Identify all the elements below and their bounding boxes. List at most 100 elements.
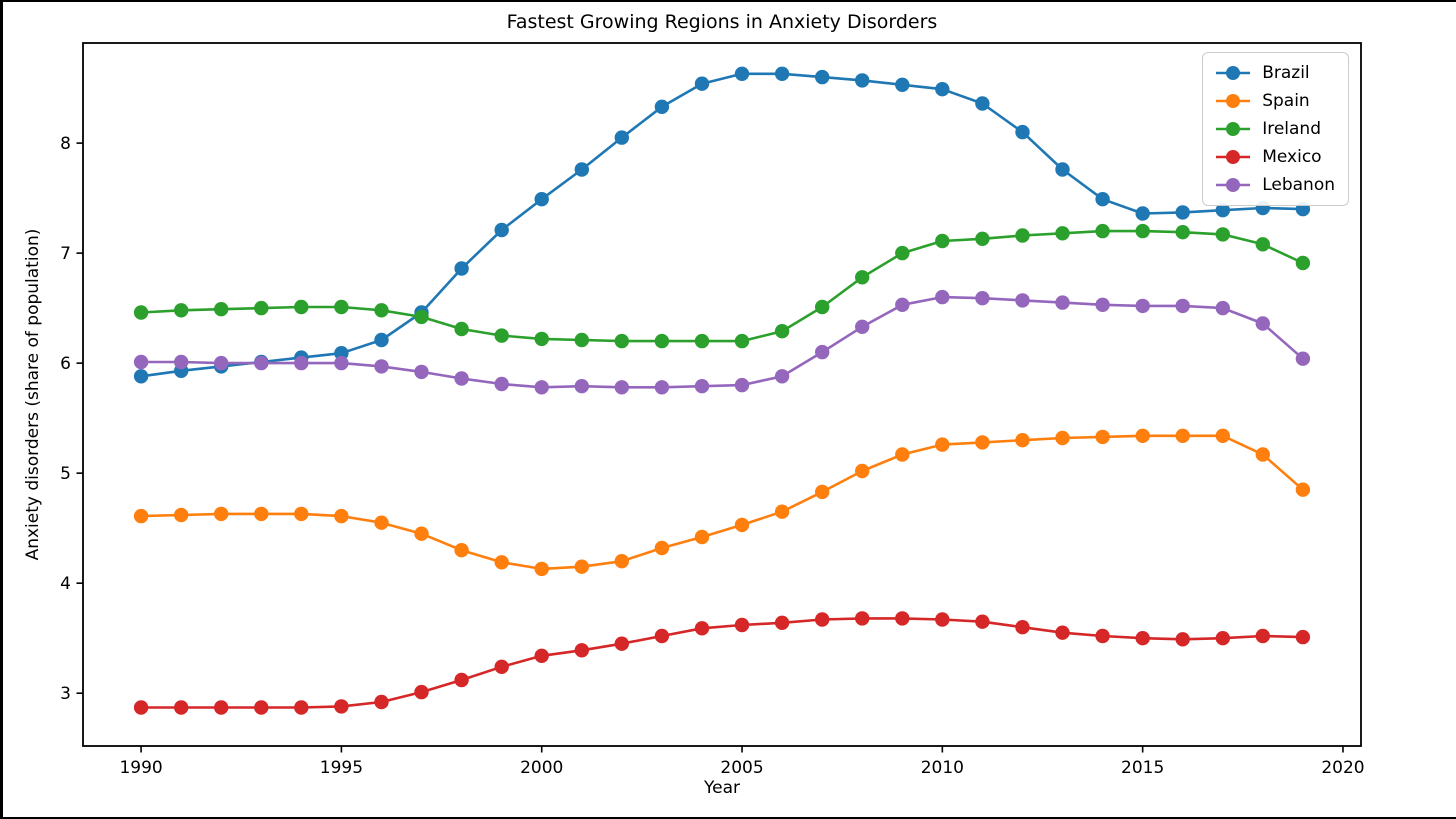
data-point-icon [855, 73, 870, 88]
data-point-icon [1295, 482, 1311, 497]
data-point-icon [654, 99, 670, 115]
data-point-icon [935, 437, 950, 452]
y-tick-label: 5 [60, 464, 71, 484]
y-tick-label: 4 [60, 574, 71, 594]
data-point-icon [1055, 162, 1070, 177]
data-point-icon [534, 380, 549, 395]
data-point-icon [334, 508, 349, 524]
data-point-icon [254, 300, 269, 316]
data-point-icon [534, 331, 549, 347]
data-point-icon [334, 699, 349, 714]
data-point-icon [174, 507, 189, 523]
data-point-icon [454, 672, 469, 688]
data-point-icon [1095, 628, 1110, 644]
data-point-icon [1095, 192, 1110, 207]
data-point-icon [1135, 206, 1150, 221]
legend-item-mexico: Mexico [1214, 146, 1335, 168]
x-tick-label: 2005 [720, 758, 763, 778]
data-point-icon [935, 289, 950, 305]
data-point-icon [734, 66, 750, 82]
series-line-brazil [139, 72, 1305, 378]
data-point-icon [774, 324, 790, 339]
data-point-icon [1215, 203, 1231, 218]
x-tick-label: 1990 [119, 758, 162, 778]
data-point-icon [975, 96, 990, 111]
data-point-icon [1215, 227, 1231, 242]
chart-title: Fastest Growing Regions in Anxiety Disor… [506, 11, 938, 33]
series-line-spain [139, 434, 1305, 571]
data-point-icon [374, 359, 389, 374]
data-point-icon [1255, 316, 1271, 331]
line-chart: 1990 1995 2000 2005 2010 2015 2020 3 4 5 6 7 8 [60, 42, 1365, 778]
data-point-icon [294, 355, 309, 371]
legend-marker-icon [1216, 94, 1251, 108]
data-point-icon [1135, 298, 1150, 314]
data-point-icon [975, 231, 990, 246]
data-point-icon [174, 700, 189, 715]
data-point-icon [895, 611, 910, 626]
data-point-icon [574, 332, 589, 348]
data-point-icon [855, 611, 870, 626]
y-tick-label: 3 [60, 684, 71, 704]
data-point-icon [734, 517, 750, 533]
data-point-icon [1175, 632, 1190, 647]
data-point-icon [214, 302, 229, 317]
data-point-icon [774, 66, 790, 82]
data-point-icon [815, 69, 830, 85]
data-point-icon [774, 615, 790, 630]
data-point-icon [895, 447, 910, 462]
data-point-icon [214, 700, 229, 715]
y-tick-label: 8 [60, 134, 71, 154]
legend: Brazil Spain Ireland Mexico Lebanon [1202, 52, 1349, 206]
data-point-icon [975, 291, 990, 306]
data-point-icon [614, 380, 629, 395]
x-tick-label: 2015 [1121, 758, 1164, 778]
y-tick-label: 7 [60, 244, 71, 264]
data-point-icon [574, 162, 589, 177]
data-point-icon [334, 355, 349, 371]
data-point-icon [1255, 447, 1271, 462]
legend-marker-icon [1216, 66, 1251, 80]
data-point-icon [975, 614, 990, 629]
data-point-icon [815, 612, 830, 627]
data-point-icon [254, 700, 269, 715]
data-point-icon [1175, 298, 1190, 314]
data-point-icon [654, 380, 670, 395]
data-point-icon [614, 554, 629, 569]
x-tick-label: 2010 [921, 758, 964, 778]
data-point-icon [414, 526, 429, 541]
legend-label: Mexico [1262, 147, 1322, 167]
data-point-icon [214, 506, 229, 522]
data-point-icon [855, 270, 870, 285]
data-point-icon [1175, 225, 1190, 240]
data-point-icon [975, 435, 990, 450]
data-point-icon [374, 694, 389, 710]
data-point-icon [614, 130, 629, 145]
legend-label: Lebanon [1262, 175, 1335, 195]
y-tick-label: 6 [60, 354, 71, 374]
data-point-icon [454, 543, 469, 558]
data-point-icon [774, 369, 790, 384]
data-point-icon [174, 303, 189, 318]
data-point-icon [133, 700, 149, 715]
series-line-ireland [139, 229, 1305, 343]
data-point-icon [254, 506, 269, 522]
data-point-icon [614, 333, 629, 349]
data-point-icon [133, 369, 149, 384]
data-point-icon [935, 612, 950, 627]
data-point-icon [614, 636, 629, 651]
data-point-icon [574, 643, 589, 658]
data-point-icon [815, 484, 830, 500]
data-point-icon [1295, 351, 1311, 366]
data-point-icon [734, 333, 750, 349]
data-point-icon [334, 346, 349, 361]
data-point-icon [414, 364, 429, 380]
data-point-icon [815, 299, 830, 315]
data-point-icon [1295, 629, 1311, 645]
data-point-icon [694, 76, 710, 91]
data-point-icon [654, 333, 670, 349]
data-point-icon [1095, 429, 1110, 445]
data-point-icon [694, 529, 710, 545]
x-tick-label: 2020 [1321, 758, 1364, 778]
